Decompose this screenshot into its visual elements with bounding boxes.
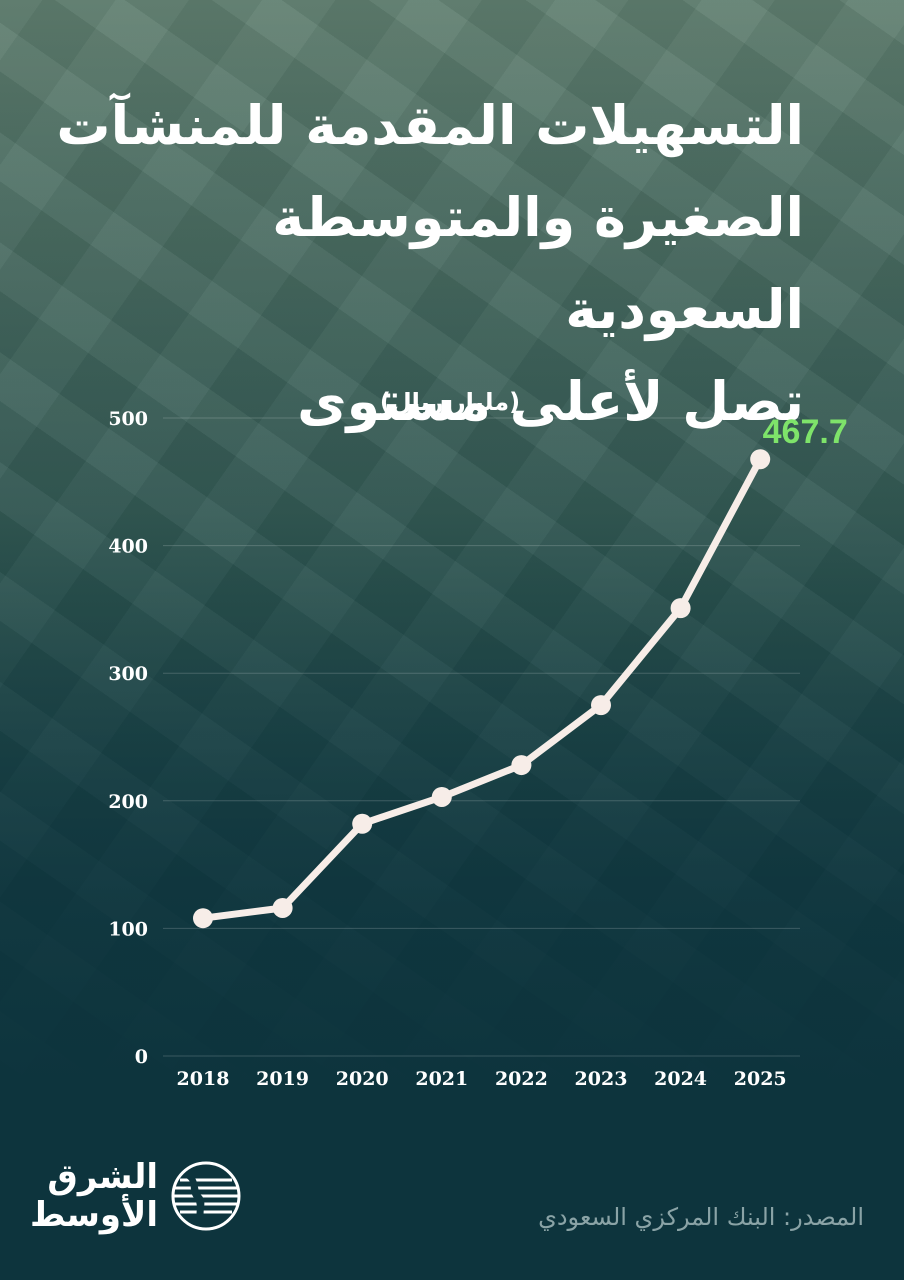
y-tick-label: 0 — [135, 1046, 148, 1068]
data-point — [511, 755, 532, 776]
y-tick-label: 100 — [108, 918, 148, 940]
title-line-3: تصل لأعلى مستوى — [297, 370, 804, 433]
data-point — [193, 908, 213, 929]
logo-line-2: الأوسط — [30, 1195, 158, 1235]
x-tick-label: 2022 — [495, 1068, 548, 1090]
x-tick-label: 2019 — [256, 1068, 309, 1090]
x-tick-label: 2024 — [654, 1068, 707, 1090]
logo: الشرق الأوسط — [30, 1157, 248, 1238]
x-tick-label: 2018 — [177, 1068, 230, 1090]
x-tick-label: 2023 — [575, 1068, 628, 1090]
series-line — [199, 455, 764, 922]
data-point — [750, 449, 771, 470]
data-point — [272, 897, 293, 918]
x-tick-label: 2021 — [415, 1068, 468, 1090]
logo-line-1: الشرق — [47, 1157, 158, 1197]
x-tick-label: 2025 — [734, 1068, 787, 1090]
unit-label: (مليار ريال) — [379, 388, 521, 416]
page-title: التسهيلات المقدمة للمنشآت الصغيرة والمتو… — [40, 80, 804, 448]
globe-icon — [171, 1161, 241, 1231]
y-tick-label: 500 — [108, 408, 148, 430]
data-point — [352, 813, 373, 834]
data-point — [591, 695, 611, 716]
logo-wordmark: الشرق الأوسط — [30, 1157, 158, 1235]
value-annotation: 467.7 — [763, 413, 848, 451]
x-tick-label: 2020 — [336, 1068, 389, 1090]
data-point — [670, 598, 691, 619]
y-tick-label: 400 — [108, 536, 148, 558]
title-line-1: التسهيلات المقدمة للمنشآت — [56, 94, 804, 157]
data-point — [431, 786, 452, 807]
y-tick-label: 200 — [108, 791, 148, 813]
source-note: المصدر: البنك المركزي السعودي — [538, 1203, 864, 1231]
y-tick-label: 300 — [108, 663, 148, 685]
title-line-2: الصغيرة والمتوسطة السعودية — [272, 186, 804, 341]
